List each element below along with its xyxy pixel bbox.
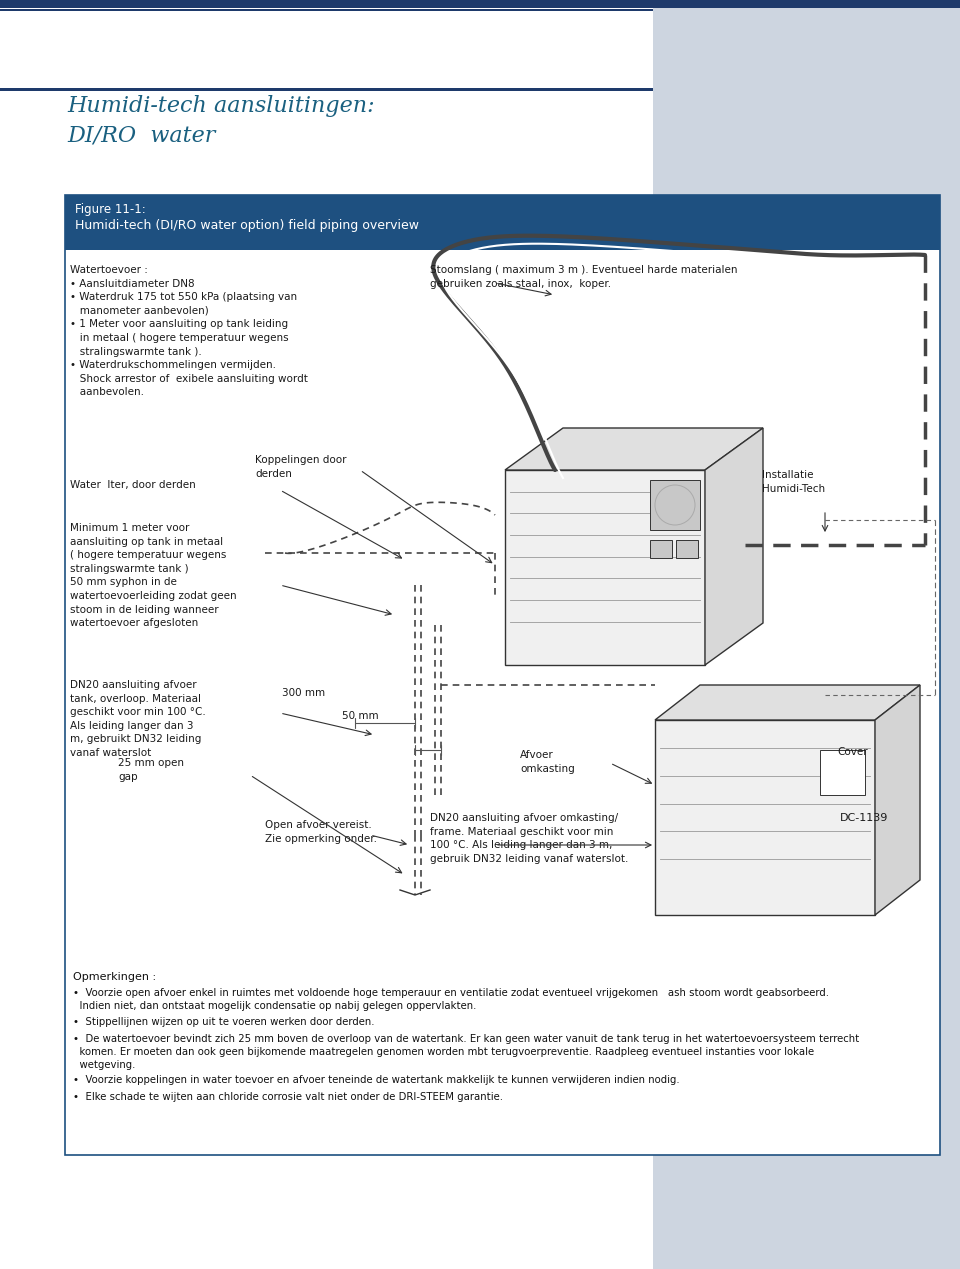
Bar xyxy=(0,88,653,91)
Text: Stoomslang ( maximum 3 m ). Eventueel harde materialen
gebruiken zoals staal, in: Stoomslang ( maximum 3 m ). Eventueel ha… xyxy=(430,265,737,288)
Text: Watertoevoer :
• Aansluitdiameter DN8
• Waterdruk 175 tot 550 kPa (plaatsing van: Watertoevoer : • Aansluitdiameter DN8 • … xyxy=(70,265,308,397)
Text: •  Elke schade te wijten aan chloride corrosie valt niet onder de DRI-STEEM gara: • Elke schade te wijten aan chloride cor… xyxy=(73,1091,503,1101)
Bar xyxy=(505,470,705,665)
Text: •  Stippellijnen wijzen op uit te voeren werken door derden.: • Stippellijnen wijzen op uit te voeren … xyxy=(73,1016,374,1027)
Text: DC-1139: DC-1139 xyxy=(840,813,888,824)
Polygon shape xyxy=(655,685,920,720)
Text: •  Voorzie koppelingen in water toevoer en afvoer teneinde de watertank makkelij: • Voorzie koppelingen in water toevoer e… xyxy=(73,1075,680,1085)
Bar xyxy=(65,195,940,250)
Text: Afvoer
omkasting: Afvoer omkasting xyxy=(520,750,575,774)
Text: Opmerkingen :: Opmerkingen : xyxy=(73,972,156,982)
Text: 300 mm: 300 mm xyxy=(282,688,325,698)
Bar xyxy=(820,750,865,794)
Text: •  De watertoevoer bevindt zich 25 mm boven de overloop van de watertank. Er kan: • De watertoevoer bevindt zich 25 mm bov… xyxy=(73,1033,859,1070)
Polygon shape xyxy=(705,428,763,665)
Text: DI/RO  water: DI/RO water xyxy=(67,126,215,147)
Text: DN20 aansluiting afvoer omkasting/
frame. Materiaal geschikt voor min
100 °C. Al: DN20 aansluiting afvoer omkasting/ frame… xyxy=(430,813,629,864)
Bar xyxy=(0,9,653,11)
Bar xyxy=(655,720,875,915)
Text: Open afvoer vereist.
Zie opmerking onder.: Open afvoer vereist. Zie opmerking onder… xyxy=(265,820,377,844)
Text: Humidi-tech (DI/RO water option) field piping overview: Humidi-tech (DI/RO water option) field p… xyxy=(75,220,419,232)
Bar xyxy=(676,541,698,558)
Polygon shape xyxy=(505,428,763,470)
Bar xyxy=(653,0,960,1269)
Text: Figure 11-1:: Figure 11-1: xyxy=(75,203,146,216)
Polygon shape xyxy=(875,685,920,915)
Text: Koppelingen door
derden: Koppelingen door derden xyxy=(255,456,347,478)
Text: Water  lter, door derden: Water lter, door derden xyxy=(70,480,196,490)
Text: •  Voorzie open afvoer enkel in ruimtes met voldoende hoge temperauur en ventila: • Voorzie open afvoer enkel in ruimtes m… xyxy=(73,989,829,1011)
Text: DN20 aansluiting afvoer
tank, overloop. Materiaal
geschikt voor min 100 °C.
Als : DN20 aansluiting afvoer tank, overloop. … xyxy=(70,680,205,758)
Text: 50 mm: 50 mm xyxy=(342,711,378,721)
Text: Minimum 1 meter voor
aansluiting op tank in metaal
( hogere temperatuur wegens
s: Minimum 1 meter voor aansluiting op tank… xyxy=(70,523,236,628)
Bar xyxy=(0,0,960,8)
Text: Cover: Cover xyxy=(837,747,868,758)
Bar xyxy=(650,480,700,530)
Bar xyxy=(650,541,672,558)
Text: Humidi-tech aansluitingen:: Humidi-tech aansluitingen: xyxy=(67,95,374,117)
Bar xyxy=(65,195,940,1155)
Text: 25 mm open
gap: 25 mm open gap xyxy=(118,758,184,782)
Text: Installatie
Humidi-Tech: Installatie Humidi-Tech xyxy=(762,470,826,494)
